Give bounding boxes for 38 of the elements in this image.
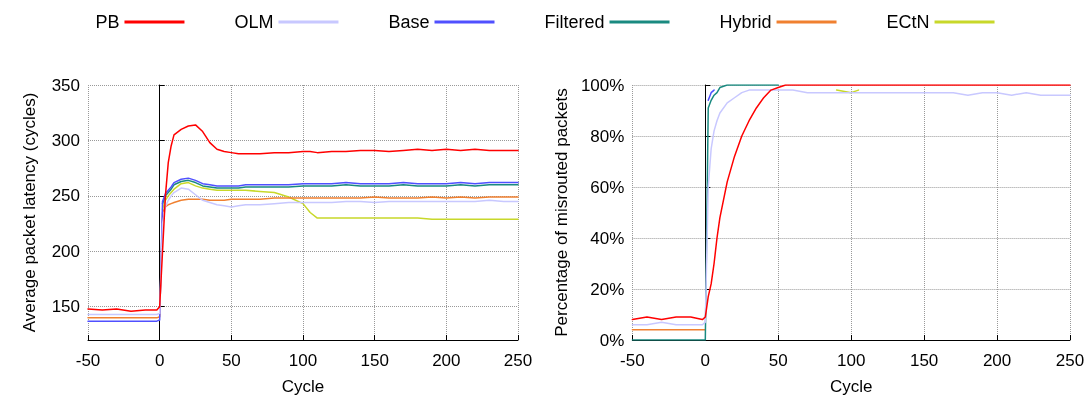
y-tick-label: 150 [51,297,80,317]
legend-label: OLM [234,12,274,32]
y-tick-label: 60% [590,177,625,197]
legend-label: Hybrid [719,12,772,32]
y-axis-title: Average packet latency (cycles) [20,92,39,333]
y-tick-label: 80% [590,126,625,146]
line-series [161,181,519,220]
legend-label: ECtN [886,12,930,32]
y-tick-label: 40% [590,228,625,248]
x-tick-label: 150 [360,351,389,370]
y-tick-label: 100% [580,75,625,95]
x-tick-label: 200 [432,351,461,370]
y-tick-label: 200 [51,241,80,261]
line-series [87,124,519,312]
y-tick-label: 300 [51,130,80,150]
x-tick-label: 100 [288,351,318,370]
x-tick-label: 250 [1055,351,1085,370]
x-tick-label: 100 [837,351,866,370]
y-tick-label: 350 [51,75,80,95]
x-tick-label: 0 [700,351,711,370]
x-axis-title: Cycle [829,377,873,396]
x-tick-label: 150 [909,351,939,370]
legend-label: PB [95,12,120,32]
line-series [161,179,519,205]
x-tick-label: -50 [75,351,101,370]
x-axis-title: Cycle [281,377,325,396]
x-tick-label: 50 [221,351,241,370]
legend-label: Filtered [544,12,605,32]
x-tick-label: 250 [503,351,533,370]
x-tick-label: 50 [768,351,788,370]
legend-label: Base [388,12,430,32]
x-tick-label: -50 [620,351,645,370]
y-tick-label: 250 [51,186,80,206]
y-axis-title: Percentage of misrouted packets [552,88,571,337]
x-tick-label: 200 [982,351,1012,370]
y-tick-label: 0% [599,330,625,350]
x-tick-label: 0 [154,351,165,370]
y-tick-label: 20% [590,279,625,299]
